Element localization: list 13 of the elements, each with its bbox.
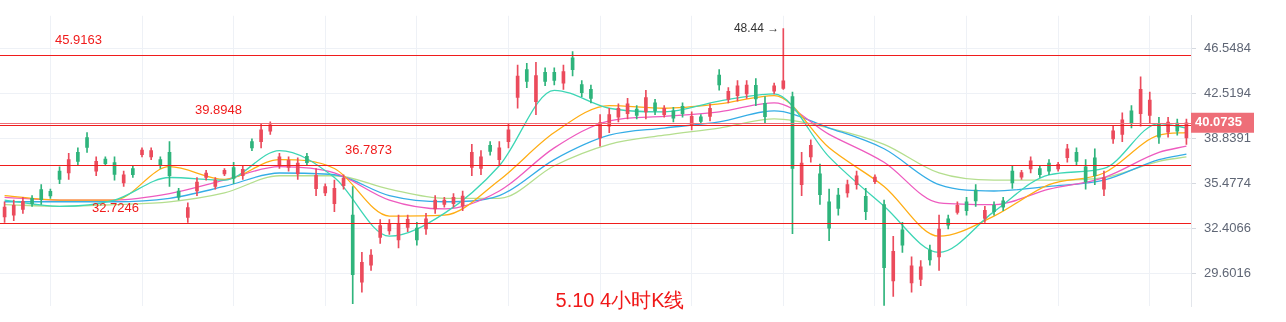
ref-line-label: 36.7873 [345,142,392,158]
y-tick-label: 46.5484 [1204,39,1251,55]
y-tick-label: 29.6016 [1204,264,1251,280]
y-tick-label: 35.4774 [1204,174,1251,190]
y-tick-label: 32.4066 [1204,219,1251,235]
ref-line-label: 40.0735 [1195,114,1242,130]
y-tick-label: 38.8391 [1204,129,1251,145]
text: 5.10 4小时K线 [555,288,685,311]
ref-line-label: 45.9163 [55,32,102,48]
ref-line-label: 39.8948 [195,102,242,118]
y-tick-label: 42.5194 [1204,84,1251,100]
annotation: 48.44 → [733,20,780,35]
ref-line-label: 32.7246 [92,200,139,216]
